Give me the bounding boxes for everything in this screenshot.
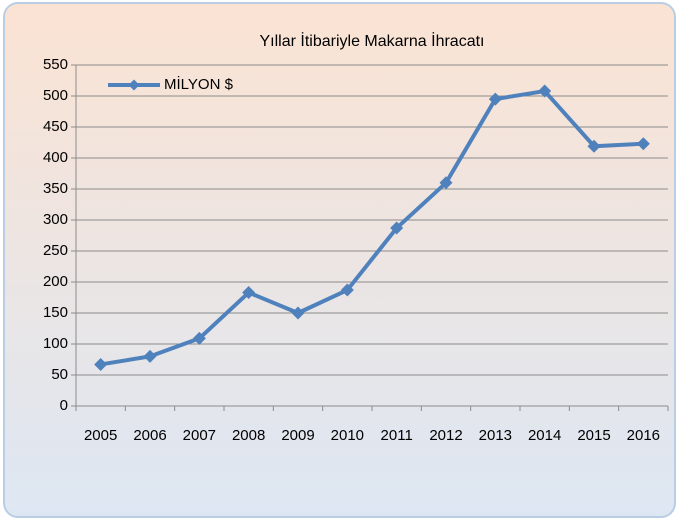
- y-tick-label: 500: [43, 87, 68, 104]
- legend-marker: [128, 79, 140, 91]
- y-tick-label: 100: [43, 335, 68, 352]
- x-tick-label: 2014: [528, 427, 561, 444]
- series-line: [100, 89, 644, 367]
- data-point: [390, 221, 404, 235]
- x-tick-label: 2013: [479, 427, 512, 444]
- chart-background: [3, 2, 676, 518]
- data-point: [587, 139, 601, 153]
- y-tick-label: 0: [60, 397, 68, 414]
- y-tick-label: 450: [43, 118, 68, 135]
- x-tick-label: 2007: [183, 427, 216, 444]
- x-tick-label: 2016: [627, 427, 660, 444]
- y-tick-label: 250: [43, 242, 68, 259]
- data-point: [538, 84, 552, 98]
- x-tick-label: 2006: [133, 427, 166, 444]
- data-point: [143, 349, 157, 363]
- x-tick-label: 2008: [232, 427, 265, 444]
- data-point: [636, 137, 650, 151]
- y-tick-label: 50: [51, 366, 68, 383]
- y-tick-label: 300: [43, 211, 68, 228]
- data-point: [242, 286, 256, 300]
- y-tick-label: 550: [43, 56, 68, 73]
- data-point: [291, 306, 305, 320]
- x-tick-label: 2011: [381, 427, 413, 444]
- y-tick-label: 200: [43, 273, 68, 290]
- y-tick-label: 350: [43, 180, 68, 197]
- x-tick-label: 2015: [577, 427, 610, 444]
- data-point: [488, 92, 502, 106]
- y-tick-label: 400: [43, 149, 68, 166]
- chart-title: Yıllar İtibariyle Makarna İhracatı: [260, 31, 485, 50]
- data-point: [439, 176, 453, 190]
- data-point: [94, 357, 108, 371]
- data-point: [340, 283, 354, 297]
- data-point: [192, 331, 206, 345]
- y-tick-label: 150: [43, 304, 68, 321]
- x-tick-label: 2009: [281, 427, 314, 444]
- x-tick-label: 2010: [331, 427, 364, 444]
- x-tick-label: 2012: [429, 427, 462, 444]
- legend-label: MİLYON $: [164, 75, 234, 93]
- x-tick-label: 2005: [84, 427, 117, 444]
